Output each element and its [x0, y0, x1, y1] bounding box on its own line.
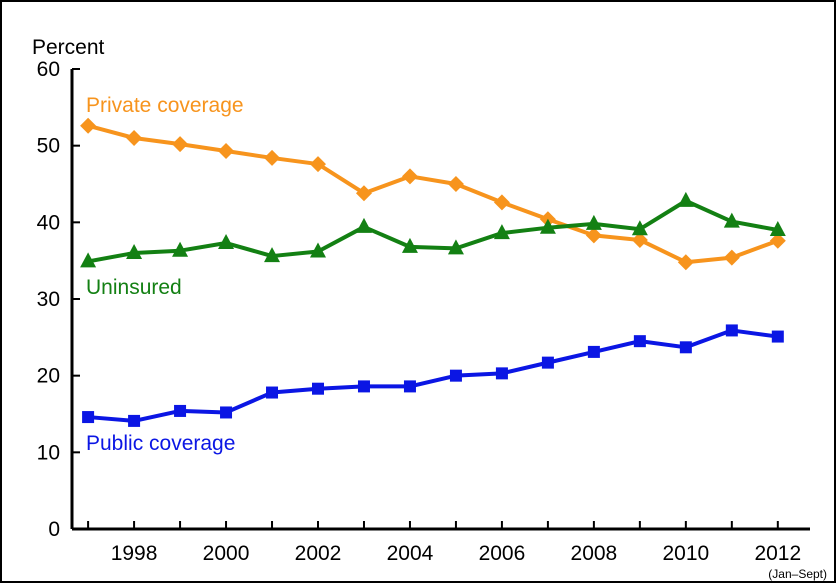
series-label: Private coverage	[86, 94, 244, 117]
data-point	[218, 143, 235, 160]
data-point	[403, 380, 416, 393]
x-tick-label: 2002	[295, 542, 342, 565]
y-tick-label: 40	[37, 211, 60, 234]
data-point	[264, 247, 281, 263]
y-tick-label: 60	[37, 58, 60, 81]
data-point	[172, 241, 189, 257]
data-point	[769, 221, 786, 236]
series-line	[86, 328, 780, 423]
data-point	[541, 356, 554, 369]
data-point	[723, 249, 740, 266]
data-point	[126, 130, 143, 146]
data-point	[495, 367, 508, 380]
data-point	[585, 214, 602, 230]
series-public-coverage	[82, 324, 784, 427]
x-tick-label: 2006	[479, 542, 526, 565]
data-point	[80, 117, 97, 134]
y-tick-label: 0	[48, 518, 60, 541]
series-private-coverage	[80, 117, 786, 271]
x-axis-note: (Jan–Sept)	[768, 567, 827, 581]
data-point	[725, 324, 738, 337]
data-point	[401, 168, 418, 185]
data-point	[357, 380, 370, 393]
data-point	[771, 330, 784, 343]
series-uninsured	[80, 191, 786, 268]
data-point	[633, 335, 646, 348]
x-tick-label: 2010	[662, 542, 709, 565]
data-point	[174, 404, 187, 417]
data-point	[310, 156, 326, 173]
data-point	[310, 242, 326, 258]
data-point	[172, 136, 189, 153]
data-point	[401, 237, 418, 253]
data-point	[677, 191, 694, 207]
labels-layer: Private coverage Uninsured Public coverage	[86, 94, 244, 455]
data-point	[80, 252, 97, 268]
y-axis-unit-label: Percent	[32, 36, 105, 59]
data-point	[126, 244, 143, 259]
data-point	[631, 220, 648, 236]
x-tick-label: 2012	[754, 542, 801, 565]
data-point	[679, 341, 692, 354]
data-point	[128, 414, 141, 427]
y-tick-label: 30	[37, 288, 60, 311]
data-point	[355, 185, 372, 202]
x-tick-label: 2000	[203, 542, 250, 565]
x-tick-label: 2008	[571, 542, 618, 565]
data-point	[677, 254, 694, 271]
data-point	[769, 232, 786, 249]
data-point	[587, 345, 600, 358]
data-point	[355, 217, 372, 233]
data-point	[493, 194, 510, 211]
data-point	[266, 386, 279, 399]
series-line	[86, 198, 780, 264]
series-label: Public coverage	[86, 432, 235, 455]
y-tick-label: 10	[37, 441, 60, 464]
series-label: Uninsured	[86, 276, 182, 299]
series-layer	[80, 117, 786, 427]
data-point	[447, 239, 464, 255]
data-point	[447, 176, 464, 192]
data-point	[539, 218, 556, 234]
data-point	[493, 224, 510, 240]
data-point	[82, 411, 95, 424]
data-point	[264, 149, 281, 166]
x-tick-label: 1998	[111, 542, 158, 565]
data-point	[220, 406, 233, 419]
data-point	[631, 231, 648, 248]
series-line	[86, 123, 780, 265]
y-tick-label: 50	[37, 135, 60, 158]
data-point	[723, 212, 740, 228]
data-point	[585, 227, 602, 244]
data-point	[449, 369, 462, 382]
data-point	[218, 234, 235, 250]
x-tick-label: 2004	[387, 542, 434, 565]
y-tick-label: 20	[37, 365, 60, 388]
data-point	[312, 382, 324, 395]
